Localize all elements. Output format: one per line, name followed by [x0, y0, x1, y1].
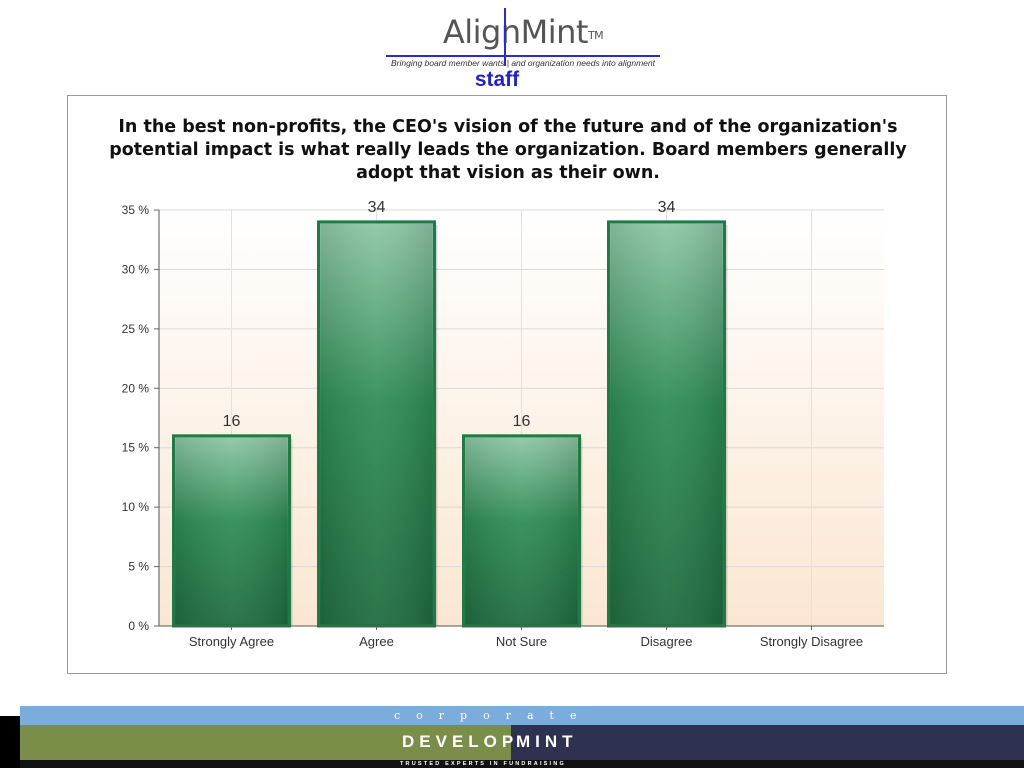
- x-category-label: Strongly Agree: [189, 634, 274, 649]
- logo-vertical-rule: [504, 8, 506, 66]
- bar-value-label: 16: [513, 413, 531, 430]
- corporate-development-footer: corporate DEVELOP MINT TRUSTED EXPERTS I…: [0, 706, 1024, 768]
- x-category-label: Strongly Disagree: [760, 634, 863, 649]
- axes: [154, 209, 884, 630]
- footer-top-band: [20, 706, 1024, 725]
- bar-value-label: 34: [368, 199, 386, 216]
- bar-series: [172, 220, 728, 628]
- footer-right-band: [511, 725, 1024, 760]
- bar-sheen: [175, 437, 288, 624]
- y-tick-label: 15 %: [122, 441, 150, 455]
- x-category-label: Agree: [359, 634, 394, 649]
- y-tick-label: 30 %: [122, 262, 150, 276]
- footer-bottom-band: [20, 760, 1024, 768]
- logo-tagline: Bringing board member wants | and organi…: [391, 58, 655, 68]
- logo-trademark: TM: [587, 29, 604, 42]
- y-tick-label: 35 %: [122, 203, 150, 217]
- y-tick-label: 5 %: [128, 560, 149, 574]
- y-tick-label: 0 %: [128, 619, 149, 633]
- logo-word-align: Align: [442, 13, 521, 51]
- footer-left-band: [20, 725, 511, 760]
- x-category-label: Disagree: [640, 634, 692, 649]
- y-tick-label: 10 %: [122, 500, 150, 514]
- footer-develop-text: DEVELOP: [402, 732, 519, 751]
- footer-mint-text: MINT: [516, 732, 578, 751]
- chart-panel: In the best non-profits, the CEO's visio…: [67, 95, 947, 674]
- bar-sheen: [465, 437, 578, 624]
- chart-title: In the best non-profits, the CEO's visio…: [109, 117, 907, 183]
- footer-tagline: TRUSTED EXPERTS IN FUNDRAISING: [400, 761, 566, 767]
- logo-wordmark: AlignMintTM: [378, 12, 668, 52]
- chart-labels: 0 % 5 % 10 % 15 % 20 % 25 % 30 % 35 % 16 Strongly…: [122, 199, 864, 649]
- bar-sheen: [610, 223, 723, 624]
- alignmint-logo: AlignMintTM Bringing board member wants …: [378, 6, 668, 70]
- x-category-label: Not Sure: [496, 634, 547, 649]
- bar-chart: 0 % 5 % 10 % 15 % 20 % 25 % 30 % 35 % 16 Strongly…: [122, 199, 884, 649]
- audience-subtitle: staff: [474, 68, 520, 91]
- footer-corporate-text: corporate: [394, 709, 593, 722]
- y-tick-label: 20 %: [122, 381, 150, 395]
- bar-sheen: [320, 223, 433, 624]
- bar-value-label: 34: [658, 199, 676, 216]
- logo-word-mint: Mint: [520, 13, 589, 51]
- y-tick-label: 25 %: [122, 322, 150, 336]
- logo-horizontal-rule: [386, 55, 660, 57]
- bar-value-label: 16: [223, 413, 241, 430]
- footer-black-edge: [0, 716, 20, 768]
